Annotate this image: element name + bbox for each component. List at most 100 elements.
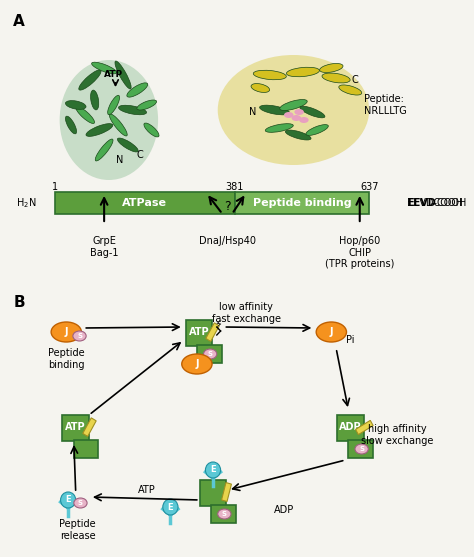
Ellipse shape — [73, 331, 86, 341]
Ellipse shape — [118, 138, 138, 152]
Ellipse shape — [108, 95, 119, 115]
Text: ADP: ADP — [339, 422, 362, 432]
Text: H$_2$N: H$_2$N — [16, 196, 36, 210]
Ellipse shape — [61, 492, 76, 508]
Text: low affinity
fast exchange: low affinity fast exchange — [211, 302, 281, 324]
Ellipse shape — [306, 125, 328, 135]
Text: J: J — [64, 327, 68, 337]
Text: ⚡: ⚡ — [214, 320, 222, 330]
Text: S: S — [77, 333, 82, 339]
Ellipse shape — [286, 67, 319, 77]
Text: J: J — [329, 327, 333, 337]
Text: N: N — [116, 155, 123, 165]
Text: DnaJ/Hsp40: DnaJ/Hsp40 — [199, 236, 255, 246]
Ellipse shape — [163, 499, 178, 515]
Ellipse shape — [265, 124, 293, 133]
Bar — [83, 418, 96, 437]
Ellipse shape — [205, 462, 220, 478]
Ellipse shape — [292, 115, 301, 121]
FancyBboxPatch shape — [185, 320, 212, 346]
Ellipse shape — [137, 100, 156, 110]
Ellipse shape — [218, 509, 231, 519]
FancyBboxPatch shape — [197, 345, 221, 363]
Ellipse shape — [86, 124, 113, 136]
Text: Peptide
release: Peptide release — [59, 519, 96, 541]
Ellipse shape — [300, 106, 325, 118]
Text: C: C — [137, 150, 144, 160]
Bar — [221, 482, 231, 501]
Text: GrpE
Bag-1: GrpE Bag-1 — [90, 236, 118, 257]
Text: ?: ? — [224, 199, 230, 213]
Ellipse shape — [218, 55, 369, 165]
Ellipse shape — [65, 116, 76, 134]
Text: E: E — [168, 502, 173, 511]
Ellipse shape — [260, 105, 290, 115]
FancyBboxPatch shape — [200, 480, 226, 506]
FancyBboxPatch shape — [74, 440, 99, 458]
Ellipse shape — [144, 123, 159, 137]
Text: ATP: ATP — [189, 327, 209, 337]
Text: S: S — [208, 351, 213, 357]
Ellipse shape — [339, 85, 362, 95]
Ellipse shape — [203, 349, 217, 359]
Text: ATPase: ATPase — [122, 198, 167, 208]
Ellipse shape — [74, 498, 87, 508]
FancyBboxPatch shape — [63, 415, 89, 441]
Text: Peptide
binding: Peptide binding — [48, 348, 84, 370]
Ellipse shape — [65, 101, 86, 109]
Text: 637: 637 — [360, 182, 378, 192]
Ellipse shape — [79, 70, 101, 90]
Ellipse shape — [109, 114, 127, 136]
Ellipse shape — [51, 322, 82, 342]
FancyBboxPatch shape — [211, 505, 236, 523]
Text: S: S — [78, 500, 83, 506]
Text: E: E — [65, 496, 71, 505]
Ellipse shape — [91, 62, 117, 74]
Text: 1: 1 — [52, 182, 58, 192]
Ellipse shape — [284, 112, 293, 118]
Text: 381: 381 — [226, 182, 244, 192]
Ellipse shape — [115, 61, 131, 89]
FancyBboxPatch shape — [55, 192, 235, 214]
Text: S: S — [359, 446, 364, 452]
Ellipse shape — [322, 73, 350, 83]
Ellipse shape — [118, 105, 146, 115]
Text: B: B — [13, 295, 25, 310]
Text: C: C — [352, 75, 358, 85]
Ellipse shape — [76, 106, 94, 124]
Ellipse shape — [182, 354, 212, 374]
Ellipse shape — [95, 139, 113, 161]
Bar — [356, 421, 373, 434]
Ellipse shape — [251, 84, 270, 92]
Text: S: S — [222, 511, 227, 517]
FancyBboxPatch shape — [348, 440, 373, 458]
Ellipse shape — [285, 130, 311, 140]
Ellipse shape — [253, 70, 286, 80]
FancyBboxPatch shape — [235, 192, 369, 214]
Ellipse shape — [280, 100, 307, 110]
Ellipse shape — [127, 83, 148, 97]
Text: Hop/p60
CHIP
(TPR proteins): Hop/p60 CHIP (TPR proteins) — [325, 236, 394, 269]
Ellipse shape — [316, 322, 346, 342]
Text: ATP: ATP — [65, 422, 86, 432]
Bar — [206, 323, 219, 341]
Text: Pi: Pi — [346, 335, 355, 345]
Text: ADP: ADP — [274, 505, 294, 515]
Text: E: E — [210, 466, 216, 475]
FancyBboxPatch shape — [337, 415, 364, 441]
Text: A: A — [13, 14, 25, 29]
Text: -COOH: -COOH — [431, 198, 464, 208]
Ellipse shape — [319, 63, 343, 72]
Ellipse shape — [294, 109, 304, 115]
Ellipse shape — [299, 117, 309, 123]
Text: high affinity
slow exchange: high affinity slow exchange — [361, 424, 434, 446]
Text: Peptide:
NRLLLTG: Peptide: NRLLLTG — [365, 94, 407, 116]
Text: J: J — [195, 359, 199, 369]
Text: EEVD-COOH: EEVD-COOH — [407, 198, 466, 208]
Text: ATP: ATP — [104, 70, 123, 79]
Text: N: N — [249, 107, 256, 117]
Ellipse shape — [355, 444, 368, 454]
Ellipse shape — [91, 90, 99, 110]
Text: ATP: ATP — [138, 485, 155, 495]
Text: EEVD: EEVD — [407, 198, 436, 208]
